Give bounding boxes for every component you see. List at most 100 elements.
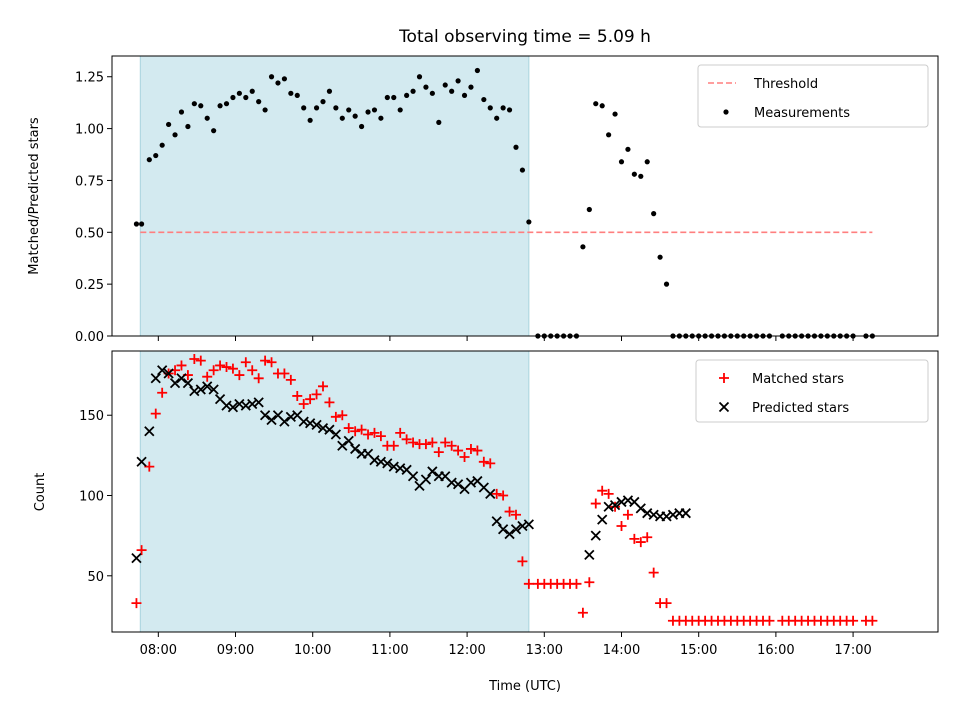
matched-star-point	[343, 423, 354, 434]
legend-box	[695, 359, 929, 423]
measurement-point	[416, 74, 423, 80]
predicted-star-point	[504, 528, 515, 540]
predicted-star-point	[279, 416, 290, 427]
matched-star-point	[292, 390, 303, 401]
predicted-star-point	[491, 516, 502, 527]
predicted-star-point	[182, 377, 194, 389]
measurement-point	[339, 115, 345, 121]
matched-star-point	[131, 598, 142, 609]
predicted-star-point	[227, 402, 239, 413]
measurement-point	[580, 244, 586, 250]
matched-star-point	[661, 598, 672, 609]
y-tick-label: 150	[79, 409, 104, 424]
matched-star-point	[485, 458, 496, 469]
measurement-point	[526, 219, 532, 225]
matched-star-point	[311, 389, 322, 400]
measurement-point	[371, 107, 378, 113]
matched-star-point	[610, 501, 621, 512]
x-tick-label: 12:00	[448, 643, 485, 658]
ratio-axes: 0.00 0.25 0.50 0.75 1.00 1.25 Threshold Measure…	[75, 55, 939, 345]
top-y-axis-label: Matched/Predicted stars	[27, 117, 42, 275]
matched-star-point	[427, 437, 438, 448]
measurement-point	[133, 221, 140, 227]
y-tick-label: 0.50	[75, 226, 104, 241]
matched-star-point	[350, 426, 361, 437]
measurement-point	[204, 115, 210, 121]
measurement-point	[262, 107, 268, 113]
measurement-point	[365, 109, 371, 115]
y-tick-label: 100	[79, 490, 104, 505]
matched-star-point	[375, 431, 386, 442]
measurement-point	[185, 123, 191, 130]
matched-star-point	[622, 509, 633, 520]
matched-star-point	[253, 373, 264, 384]
predicted-star-point	[597, 514, 608, 525]
y-tick-label: 50	[87, 570, 104, 585]
y-tick-label: 0.75	[75, 174, 104, 189]
measurement-point	[288, 90, 294, 96]
x-tick-label: 17:00	[834, 643, 871, 658]
matched-star-point	[298, 398, 309, 409]
predicted-star-point	[523, 519, 534, 530]
matched-star-point	[330, 411, 341, 422]
measurement-point	[217, 103, 223, 109]
predicted-star-point	[259, 410, 271, 421]
matched-star-point	[324, 397, 335, 408]
matched-star-point	[260, 355, 271, 366]
measurement-point	[359, 123, 365, 130]
matched-star-point	[420, 439, 431, 450]
measurement-point	[442, 82, 448, 88]
predicted-star-point	[157, 365, 168, 376]
matched-star-point	[498, 490, 509, 501]
predicted-star-point	[510, 524, 522, 535]
matched-star-point	[144, 461, 155, 472]
predicted-star-point	[266, 414, 277, 426]
y-tick-label: 0.25	[75, 278, 104, 293]
series-measurements	[133, 67, 875, 339]
matched-star-point	[453, 445, 464, 456]
measurement-point	[249, 88, 255, 94]
matched-star-point	[504, 506, 515, 517]
measurement-point	[657, 254, 663, 260]
count-axes: 50 100 150 08:00 09:00 10:00 11:00 12:00 13:00 14…	[79, 350, 939, 658]
matched-star-point	[616, 521, 627, 532]
x-tick-label: 15:00	[680, 643, 717, 658]
matched-star-point	[195, 355, 206, 366]
measurement-point	[384, 94, 390, 101]
matched-star-point	[369, 427, 380, 438]
measurement-point	[586, 206, 592, 213]
predicted-star-point	[330, 429, 342, 440]
predicted-star-point	[195, 384, 206, 395]
figure-title: Total observing time = 5.09 h	[398, 27, 651, 47]
measurement-point	[268, 74, 275, 80]
measurement-point	[352, 113, 358, 119]
matched-star-point	[472, 445, 483, 456]
matched-star-point	[388, 440, 399, 451]
legend-matched-handle	[719, 373, 729, 383]
measurement-point	[153, 152, 159, 159]
measurement-point	[474, 67, 480, 74]
measurement-point	[468, 84, 474, 90]
measurement-point	[397, 107, 403, 113]
measurement-point	[198, 103, 204, 109]
measurement-point	[243, 94, 249, 101]
matched-star-point	[577, 607, 588, 618]
predicted-star-point	[150, 373, 161, 384]
measurement-point	[631, 171, 637, 177]
predicted-star-point	[136, 456, 147, 467]
y-tick-label: 1.00	[75, 123, 104, 138]
predicted-star-point	[680, 508, 691, 519]
measurement-point	[618, 159, 625, 165]
predicted-star-point	[337, 440, 348, 451]
measurement-point	[500, 105, 506, 111]
matched-star-point	[337, 410, 348, 421]
predicted-star-point	[343, 435, 354, 447]
shaded-observing-span	[140, 351, 529, 632]
matched-star-point	[491, 488, 502, 499]
predicted-star-point	[144, 426, 155, 437]
matched-star-point	[433, 447, 444, 458]
matched-star-point	[234, 370, 245, 381]
measurement-point	[519, 167, 526, 173]
measurement-point	[294, 92, 300, 99]
matched-star-point	[136, 545, 147, 556]
